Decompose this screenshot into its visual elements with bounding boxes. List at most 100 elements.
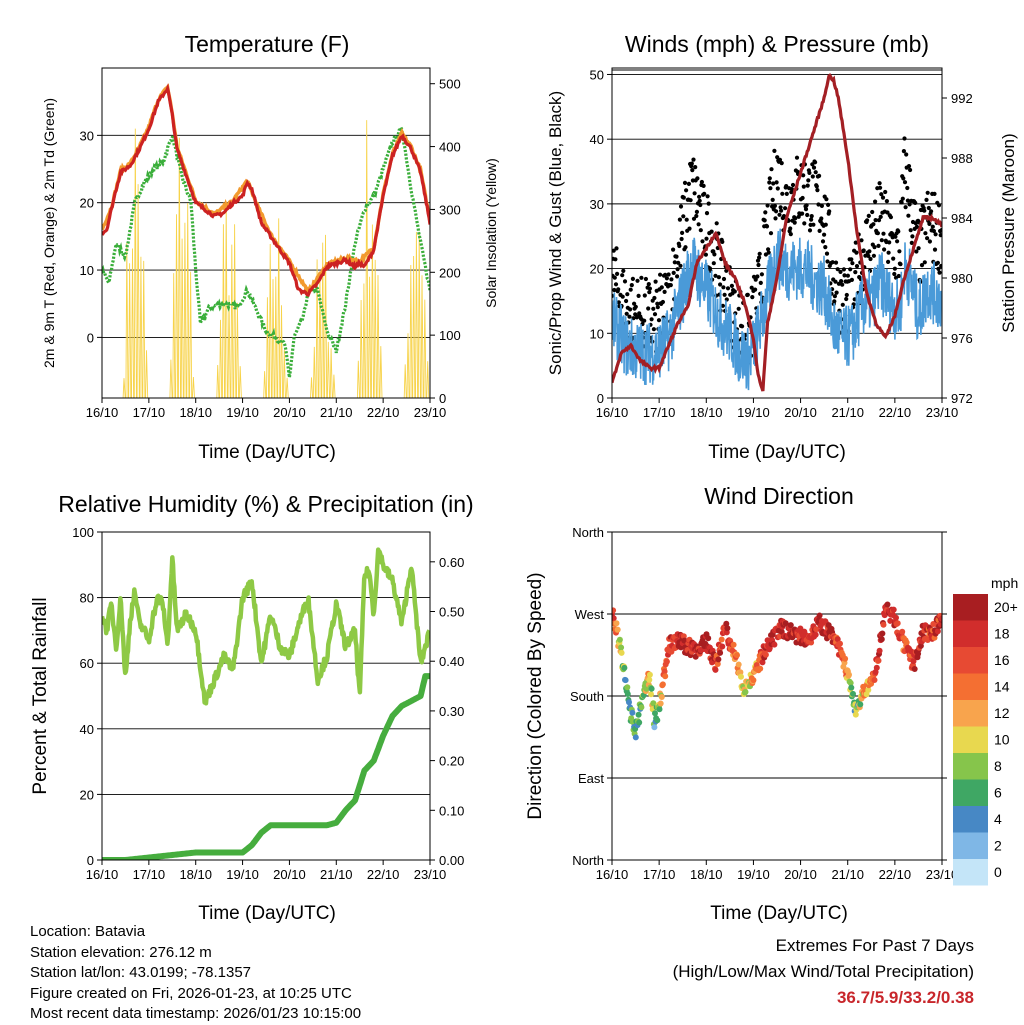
gust-point (660, 299, 666, 305)
wind-direction-point (787, 622, 794, 629)
gust-point (625, 292, 630, 297)
gust-point (771, 181, 776, 186)
wind-direction-point (903, 639, 910, 646)
speed-legend-title: mph (991, 575, 1018, 591)
extremes-values: 36.7/5.9/33.2/0.38 (836, 988, 974, 1007)
gust-point (800, 195, 805, 201)
gust-point (888, 215, 894, 220)
gust-point (706, 201, 711, 206)
gust-point (925, 190, 930, 195)
wind-direction-point (652, 710, 658, 717)
wind-direction-point (871, 677, 878, 683)
gust-point (936, 203, 942, 208)
wind-direction-point (621, 664, 628, 671)
temperature-xtick-label: 17/10 (133, 405, 166, 420)
gust-point (732, 289, 737, 294)
figure-created: Figure created on Fri, 2026-01-23, at 10… (30, 984, 352, 1002)
humidity-y2tick-label: 0.10 (439, 803, 464, 818)
wind-direction-point (654, 717, 661, 724)
gust-point (621, 268, 626, 273)
gust-point (845, 273, 851, 278)
wind-direction-point (629, 709, 636, 716)
wind-direction-point (718, 636, 725, 643)
gust-point (678, 263, 683, 268)
gust-point (913, 200, 918, 205)
gust-point (768, 231, 774, 236)
gust-point (711, 261, 716, 266)
gust-point (826, 202, 831, 207)
speed-legend-swatch (953, 832, 988, 859)
wind_direction-xtick-label: 21/10 (831, 867, 864, 882)
wind-direction-point (734, 652, 740, 659)
humidity-y2tick-label: 0.20 (439, 754, 464, 769)
winds-ytick-label: 10 (590, 326, 604, 341)
wind-direction-point (719, 643, 726, 650)
winds-data-layer (612, 69, 942, 392)
wind-direction-point (813, 626, 820, 633)
gust-point (932, 191, 937, 196)
temperature-xlabel: Time (Day/UTC) (198, 442, 336, 463)
gust-point (937, 270, 942, 275)
gust-point (682, 180, 688, 185)
wind-direction-point (917, 642, 924, 649)
wind-direction-point (737, 669, 744, 676)
gust-point (840, 302, 845, 307)
temperature-y2tick-label: 400 (439, 140, 461, 155)
gust-point (689, 161, 694, 166)
temperature-data-layer (102, 83, 430, 398)
gust-point (844, 292, 849, 298)
humidity-ytick-label: 60 (80, 656, 94, 671)
gust-point (878, 185, 883, 190)
gust-point (924, 197, 929, 202)
gust-point (885, 210, 890, 215)
gust-point (646, 282, 651, 287)
gust-point (687, 226, 692, 231)
gust-point (672, 260, 677, 265)
speed-legend-swatch (953, 673, 988, 700)
wind-direction-point (834, 636, 841, 643)
wind_direction-data-layer (612, 601, 942, 741)
temperature-xtick-label: 18/10 (179, 405, 212, 420)
speed-legend-label: 18 (994, 626, 1010, 642)
gust-point (745, 292, 750, 297)
humidity-y2tick-label: 0.00 (439, 853, 464, 868)
wind_direction-xtick-label: 18/10 (690, 867, 723, 882)
gust-point (697, 194, 702, 199)
wind-direction-point (636, 719, 643, 726)
gust-point (866, 253, 871, 258)
humidity-plot-frame (101, 531, 431, 861)
gust-point (802, 221, 807, 226)
humidity-data-layer (102, 547, 430, 860)
gust-point (876, 243, 881, 248)
wind-direction-point (879, 630, 886, 637)
gust-point (668, 283, 673, 288)
gust-point (908, 228, 913, 233)
gust-point (714, 221, 719, 226)
wind-direction-point (750, 677, 757, 684)
gust-point (930, 224, 935, 229)
gust-point (642, 318, 647, 323)
wind-direction-point (894, 620, 901, 627)
wind-direction-point (812, 631, 819, 638)
solar-insolation-series (122, 120, 430, 398)
gust-point (938, 233, 942, 238)
gust-point (935, 260, 941, 265)
gust-point (775, 186, 780, 191)
gust-point (805, 212, 810, 218)
gust-point (692, 191, 697, 196)
humidity-xtick-label: 16/10 (86, 867, 119, 882)
temperature-y2tick-label: 0 (439, 391, 446, 406)
gust-point (891, 256, 896, 261)
gust-point (830, 260, 835, 265)
gust-point (792, 220, 797, 225)
wind-direction-point (638, 704, 645, 711)
gust-point (896, 273, 901, 279)
wind-direction-point (614, 626, 621, 633)
gust-point (873, 218, 878, 223)
gust-point (895, 239, 900, 244)
gust-point (789, 187, 795, 192)
gust-point (892, 271, 897, 277)
gust-point (680, 230, 685, 235)
gust-point (866, 213, 871, 218)
speed-legend-label: 10 (994, 732, 1010, 748)
